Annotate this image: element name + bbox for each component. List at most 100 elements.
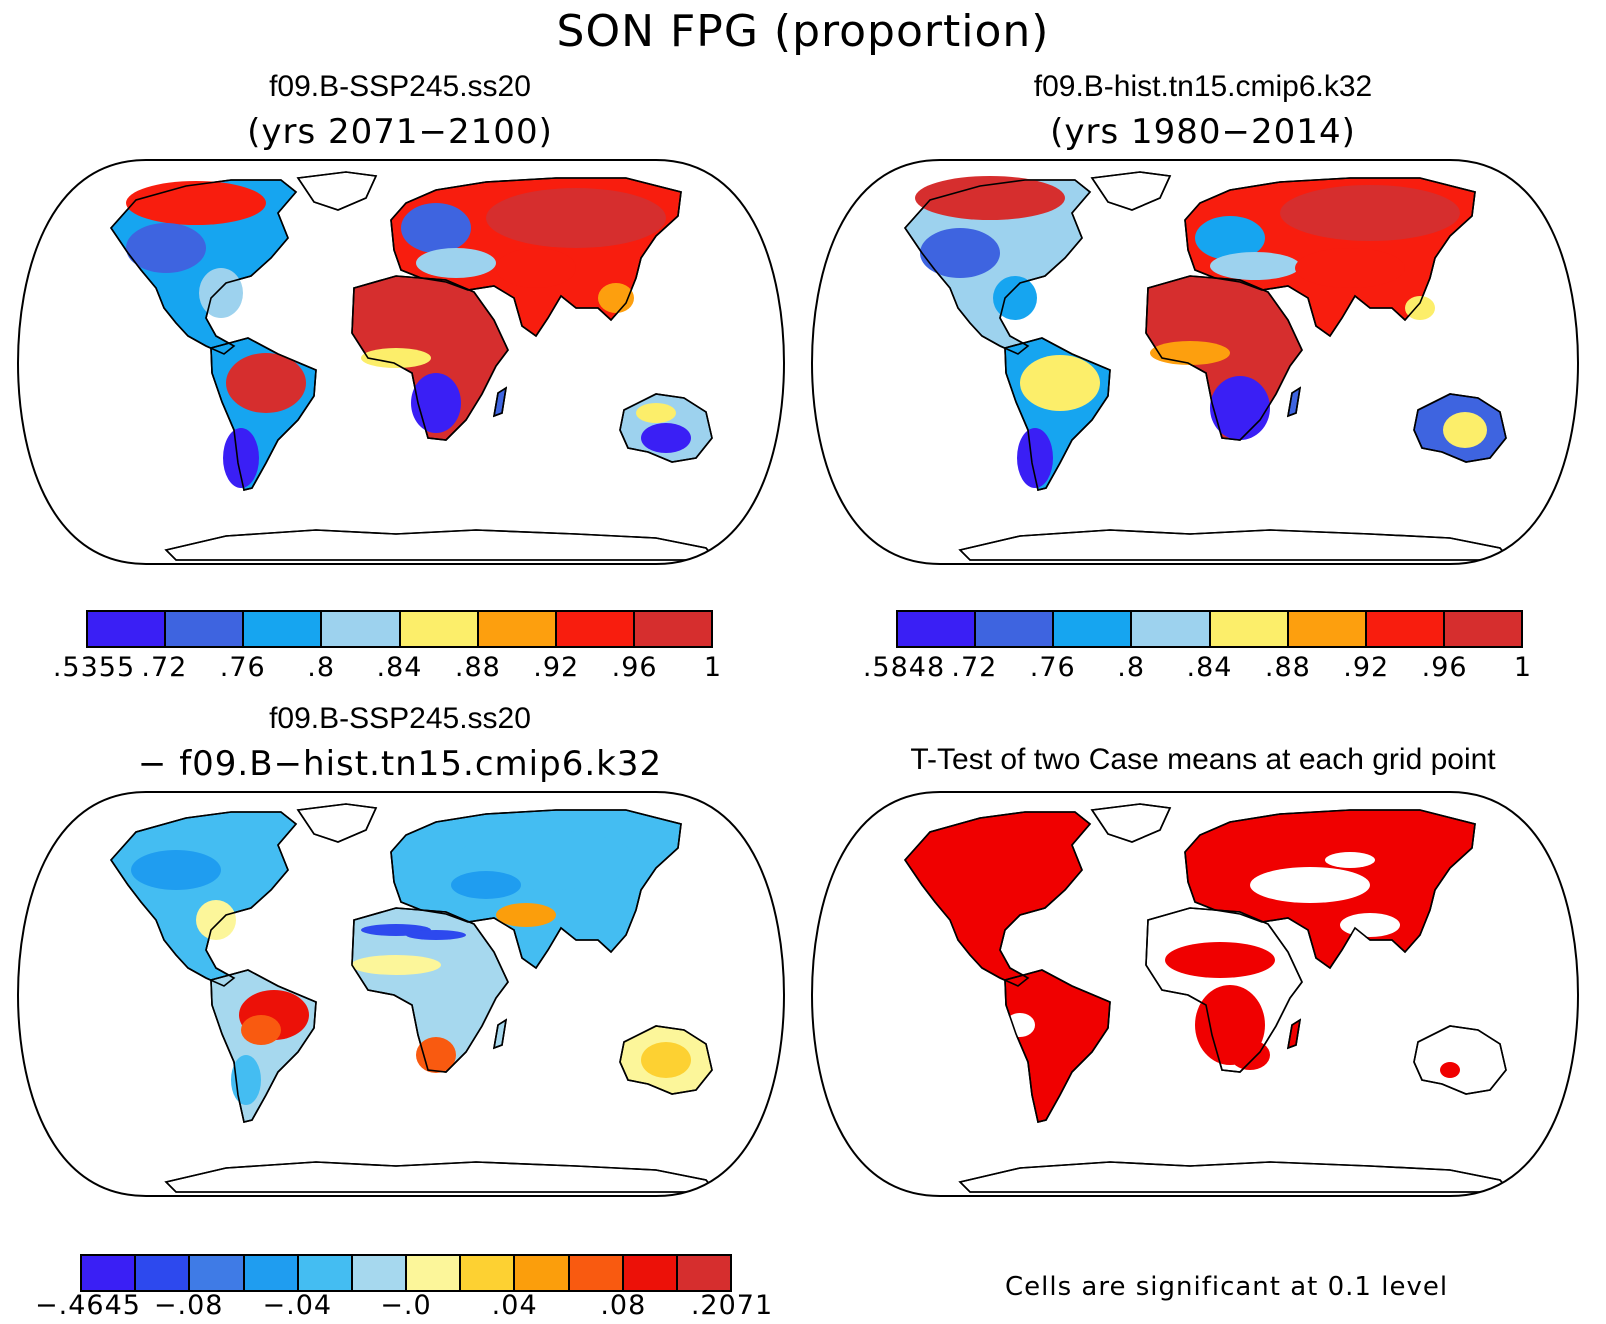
field-patch — [416, 248, 496, 278]
field-patch — [196, 900, 236, 940]
field-patch — [126, 223, 206, 273]
colorbar-tick-label: −.08 — [153, 1290, 224, 1321]
field-patch — [1165, 942, 1275, 978]
colorbar-swatch — [461, 1256, 516, 1290]
field-patch — [361, 348, 431, 368]
colorbar-difference-labels: −.4645 −.08 −.04 −.0 .04 .08 .2071 — [35, 1290, 772, 1324]
map-panel-difference — [16, 791, 786, 1197]
coastline — [1286, 386, 1302, 418]
field-patch — [496, 903, 556, 927]
coastline — [1413, 393, 1507, 463]
colorbar-swatch — [1054, 612, 1133, 646]
panel4-title: T-Test of two Case means at each grid po… — [910, 743, 1496, 776]
field-patch — [1443, 412, 1487, 448]
panel1-title: f09.B-SSP245.ss20 — [269, 70, 531, 103]
coastline — [210, 969, 317, 1123]
colorbar-tick-label: .76 — [219, 652, 266, 683]
field-patch — [131, 850, 221, 890]
field-patch — [1440, 1062, 1460, 1078]
colorbar-tick-label: .84 — [376, 652, 423, 683]
colorbar-swatch — [634, 612, 711, 646]
colorbar-tick-label: 1 — [703, 652, 723, 683]
coastline — [351, 907, 509, 1073]
colorbar-ssp245 — [86, 610, 713, 648]
colorbar-tick-label: .5355 — [52, 652, 136, 683]
colorbar-swatch — [407, 1256, 462, 1290]
field-patch — [1210, 252, 1300, 280]
coastline — [351, 275, 509, 441]
field-patch — [641, 423, 691, 453]
panel3-title: f09.B-SSP245.ss20 — [269, 702, 531, 735]
field-patch — [451, 871, 521, 899]
field-patch — [406, 930, 466, 940]
field-patch — [411, 373, 461, 433]
field-patch — [1280, 185, 1460, 241]
coastline — [619, 393, 713, 463]
continent-australia — [1413, 1025, 1507, 1095]
colorbar-swatch — [136, 1256, 191, 1290]
colorbar-swatch — [400, 612, 479, 646]
field-patch — [401, 203, 471, 253]
coastline — [492, 386, 508, 418]
coastline — [903, 179, 1092, 355]
colorbar-tick-label: .08 — [600, 1290, 647, 1321]
coastline — [1004, 969, 1111, 1123]
colorbar-swatch — [190, 1256, 245, 1290]
colorbar-tick-label: .76 — [1029, 652, 1076, 683]
coastline — [210, 337, 317, 491]
map-frame — [16, 159, 786, 565]
coastline — [903, 811, 1092, 987]
map-panel-ssp245 — [16, 159, 786, 565]
colorbar-tick-label: .2071 — [690, 1290, 774, 1321]
colorbar-tick-label: .72 — [141, 652, 188, 683]
colorbar-swatch — [82, 1256, 137, 1290]
colorbar-tick-label: .8 — [1117, 652, 1146, 683]
colorbar-ssp245-labels: .5355.72 .76 .8 .84 .88 .92 .96 1 — [53, 652, 721, 686]
coastline — [109, 179, 298, 355]
colorbar-tick-label: .88 — [454, 652, 501, 683]
field-patch — [223, 428, 259, 488]
map-frame — [810, 791, 1580, 1197]
field-patch — [1340, 913, 1400, 937]
coastline — [390, 177, 682, 338]
continent-greenland — [296, 803, 378, 843]
colorbar-swatch — [88, 612, 167, 646]
map-panel-ttest — [810, 791, 1580, 1197]
field-patch — [126, 181, 266, 225]
panel1-subtitle: (yrs 2071−2100) — [247, 112, 553, 152]
colorbar-tick-label: −.0 — [380, 1290, 432, 1321]
colorbar-swatch — [569, 1256, 624, 1290]
coastline — [1145, 275, 1303, 441]
panel3-subtitle: − f09.B−hist.tn15.cmip6.k32 — [137, 744, 663, 784]
figure-title: SON FPG (proportion) — [556, 6, 1050, 57]
field-patch — [226, 353, 306, 413]
colorbar-tick-label: .04 — [491, 1290, 538, 1321]
colorbar-tick-label: −.4645 — [35, 1290, 141, 1321]
coastline — [164, 1161, 718, 1193]
colorbar-tick-label: .5848 — [862, 652, 946, 683]
coastline — [958, 1161, 1512, 1193]
continent-greenland — [1090, 171, 1172, 211]
continent-greenland — [296, 171, 378, 211]
map-panel-hist — [810, 159, 1580, 565]
colorbar-swatch — [1132, 612, 1211, 646]
coastline — [109, 811, 298, 987]
field-patch — [598, 283, 634, 313]
field-patch — [1325, 852, 1375, 868]
colorbar-tick-label: .96 — [611, 652, 658, 683]
coastline — [1184, 177, 1476, 338]
colorbar-tick-label: −.04 — [262, 1290, 333, 1321]
colorbar-swatch — [677, 1256, 731, 1290]
field-patch — [993, 276, 1037, 320]
field-patch — [1195, 216, 1265, 260]
colorbar-swatch — [515, 1256, 570, 1290]
colorbar-swatch — [556, 612, 635, 646]
coastline — [390, 809, 682, 970]
colorbar-tick-label: .72 — [951, 652, 998, 683]
colorbar-tick-label: .84 — [1186, 652, 1233, 683]
colorbar-swatch — [298, 1256, 353, 1290]
coastline — [1090, 803, 1172, 843]
coastline — [619, 1025, 713, 1095]
field-patch — [1405, 296, 1435, 320]
field-patch — [636, 403, 676, 423]
